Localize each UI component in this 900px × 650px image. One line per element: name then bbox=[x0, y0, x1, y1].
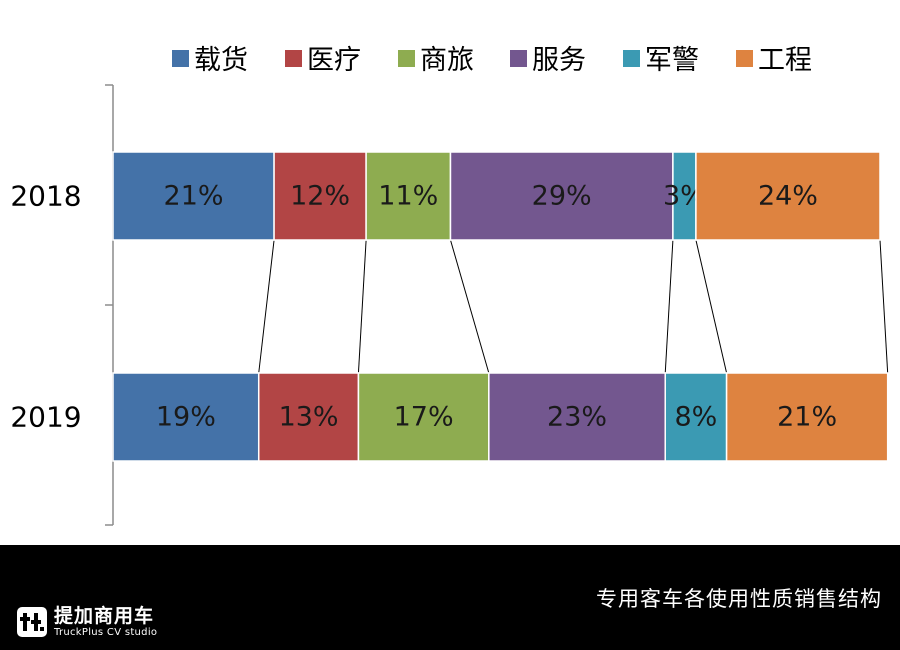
legend-label-3: 服务 bbox=[532, 45, 586, 76]
bar-2019-5 bbox=[725, 372, 889, 462]
data-label-2019-1: 13% bbox=[279, 402, 339, 433]
bar-2019-2 bbox=[357, 372, 490, 462]
legend-label-5: 工程 bbox=[758, 45, 812, 76]
series-line-5 bbox=[695, 239, 728, 374]
bar-2018-1 bbox=[273, 151, 367, 241]
data-label-2019-0: 19% bbox=[156, 402, 216, 433]
legend: 载货 医疗 商旅 服务 军警 工程 bbox=[172, 45, 812, 76]
series-line-6 bbox=[879, 239, 889, 374]
data-label-2019-4: 8% bbox=[674, 402, 717, 433]
legend-label-1: 医疗 bbox=[307, 45, 361, 76]
category-label-2019: 2019 bbox=[10, 401, 81, 434]
data-label-2019-5: 21% bbox=[777, 402, 837, 433]
legend-swatch-1 bbox=[285, 50, 302, 67]
bar-2018-0 bbox=[112, 151, 275, 241]
bar-2019-4 bbox=[664, 372, 728, 462]
category-label-2018: 2018 bbox=[10, 180, 81, 213]
category-axis: 2018 2019 bbox=[10, 84, 114, 526]
bar-2019-1 bbox=[257, 372, 360, 462]
series-lines bbox=[258, 239, 889, 374]
data-label-2019-3: 23% bbox=[547, 402, 607, 433]
bar-2019-0 bbox=[112, 372, 260, 462]
legend-label-4: 军警 bbox=[645, 45, 699, 76]
legend-swatch-4 bbox=[623, 50, 640, 67]
data-label-2018-5: 24% bbox=[758, 181, 818, 212]
data-label-2018-0: 21% bbox=[164, 181, 224, 212]
series-line-1 bbox=[258, 239, 275, 374]
legend-label-0: 载货 bbox=[194, 45, 248, 76]
bar-2018-3 bbox=[449, 151, 674, 241]
brand-subtitle: TruckPlus CV studio bbox=[54, 627, 158, 638]
legend-label-2: 商旅 bbox=[420, 45, 474, 76]
data-label-2018-2: 11% bbox=[378, 181, 438, 212]
legend-swatch-0 bbox=[172, 50, 189, 67]
bar-2019-3 bbox=[488, 372, 666, 462]
data-label-2019-2: 17% bbox=[394, 402, 454, 433]
truckplus-logo-icon bbox=[17, 607, 47, 637]
series-line-4 bbox=[664, 239, 674, 374]
data-label-2018-3: 29% bbox=[532, 181, 592, 212]
bar-2018-5 bbox=[695, 151, 881, 241]
series-line-2 bbox=[357, 239, 367, 374]
bar-2018-2 bbox=[365, 151, 452, 241]
brand: 提加商用车 TruckPlus CV studio bbox=[16, 602, 157, 642]
legend-swatch-2 bbox=[398, 50, 415, 67]
chart-caption: 专用客车各使用性质销售结构 bbox=[596, 587, 882, 611]
footer-bar: 提加商用车 TruckPlus CV studio 专用客车各使用性质销售结构 bbox=[0, 545, 900, 650]
legend-swatch-3 bbox=[510, 50, 527, 67]
brand-name: 提加商用车 bbox=[54, 605, 155, 627]
series-line-3 bbox=[449, 239, 490, 374]
legend-swatch-5 bbox=[736, 50, 753, 67]
bars: 21% 12% 11% 29% 3% 24%19% 13% 17% 23% 8% 21% bbox=[112, 151, 889, 462]
data-label-2018-1: 12% bbox=[290, 181, 350, 212]
